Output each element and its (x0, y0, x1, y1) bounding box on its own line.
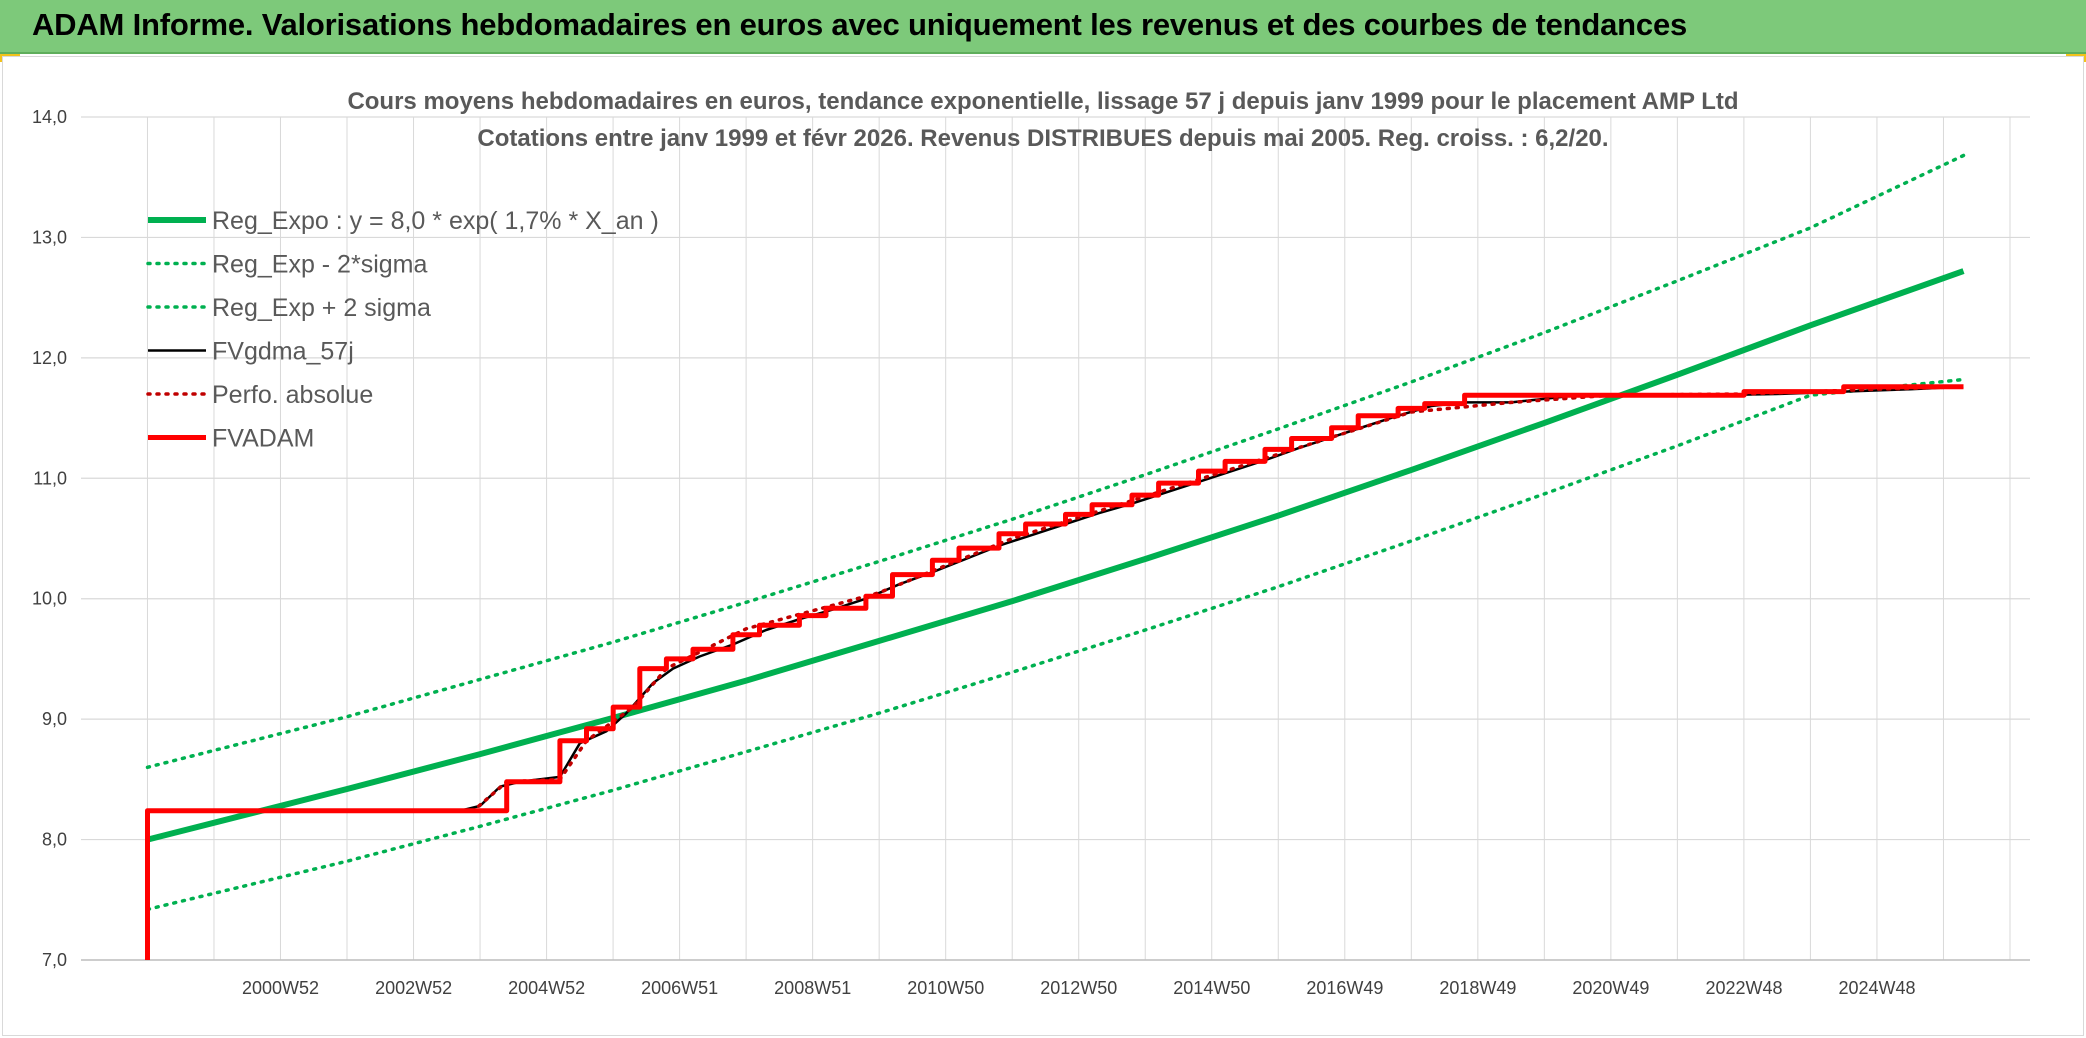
chart-area: 7,0 8,0 9,0 10,0 11,0 12,0 13,0 14,0 2000W52 2002… (2, 56, 2084, 1036)
legend-label: FVgdma_57j (212, 338, 354, 366)
report-title: ADAM Informe. Valorisations hebdomadaire… (32, 7, 1688, 42)
chart-svg: 7,0 8,0 9,0 10,0 11,0 12,0 13,0 14,0 2000W52 2002… (32, 88, 2030, 998)
y-tick-label: 8,0 (42, 830, 67, 850)
x-tick-label: 2004W52 (508, 978, 585, 998)
y-tick-label: 9,0 (42, 709, 67, 729)
x-tick-label: 2012W50 (1040, 978, 1117, 998)
chart-title: Cours moyens hebdomadaires en euros, ten… (347, 88, 1738, 115)
series-line-1 (146, 268, 1965, 843)
y-tick-label: 10,0 (32, 589, 67, 609)
series (145, 153, 1966, 960)
grid (81, 116, 2030, 961)
x-tick-label: 2024W48 (1838, 978, 1915, 998)
y-tick-label: 7,0 (42, 950, 67, 970)
chart-titles: Cours moyens hebdomadaires en euros, ten… (347, 88, 1738, 152)
legend-label: Reg_Exp + 2 sigma (212, 294, 431, 322)
x-tick-label: 2018W49 (1439, 978, 1516, 998)
series-line-2 (145, 377, 1966, 912)
x-tick-label: 2020W49 (1572, 978, 1649, 998)
series-line-3 (145, 153, 1966, 770)
y-tick-label: 13,0 (32, 227, 67, 247)
report-banner: ADAM Informe. Valorisations hebdomadaire… (0, 0, 2086, 54)
legend-label: FVADAM (212, 425, 314, 453)
x-tick-label: 2008W51 (774, 978, 851, 998)
x-tick-label: 2016W49 (1306, 978, 1383, 998)
legend-label: Perfo. absolue (212, 381, 373, 409)
x-tick-label: 2010W50 (907, 978, 984, 998)
legend: Reg_Expo : y = 8,0 * exp( 1,7% * X_an ) R… (146, 207, 659, 453)
chart-subtitle: Cotations entre janv 1999 et févr 2026. … (477, 125, 1608, 152)
x-tick-label: 2006W51 (641, 978, 718, 998)
x-tick-label: 2000W52 (242, 978, 319, 998)
legend-label: Reg_Expo : y = 8,0 * exp( 1,7% * X_an ) (212, 207, 659, 235)
y-tick-label: 12,0 (32, 348, 67, 368)
legend-label: Reg_Exp - 2*sigma (212, 251, 427, 279)
x-tick-label: 2022W48 (1705, 978, 1782, 998)
x-tick-label: 2014W50 (1173, 978, 1250, 998)
series-line-6 (145, 384, 1964, 960)
axes: 7,0 8,0 9,0 10,0 11,0 12,0 13,0 14,0 2000W52 2002… (32, 107, 2030, 998)
x-tick-label: 2002W52 (375, 978, 452, 998)
y-tick-label: 11,0 (33, 468, 67, 488)
y-tick-label: 14,0 (32, 107, 67, 127)
